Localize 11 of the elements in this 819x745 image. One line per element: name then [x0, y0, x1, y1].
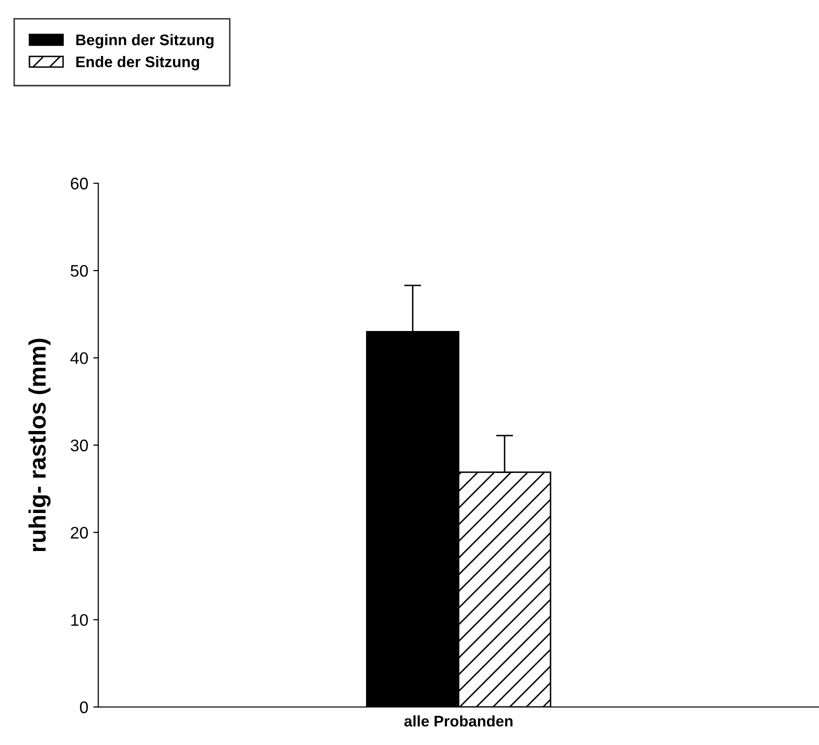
y-tick-label: 0 [80, 701, 88, 714]
y-tick-label: 60 [70, 178, 88, 190]
y-tick-label: 10 [71, 614, 88, 626]
y-tick-label: 30 [70, 440, 88, 452]
y-tick-label: 50 [70, 264, 88, 277]
y-axis-title: ruhig- rastlos (mm) [28, 338, 51, 552]
x-tick-label: alle Probanden [404, 715, 512, 727]
y-tick-label: 20 [70, 526, 88, 539]
y-tick-label: 40 [70, 352, 88, 364]
legend-label: Beginn der Sitzung [76, 34, 214, 48]
legend-label: Ende der Sitzung [76, 56, 200, 70]
